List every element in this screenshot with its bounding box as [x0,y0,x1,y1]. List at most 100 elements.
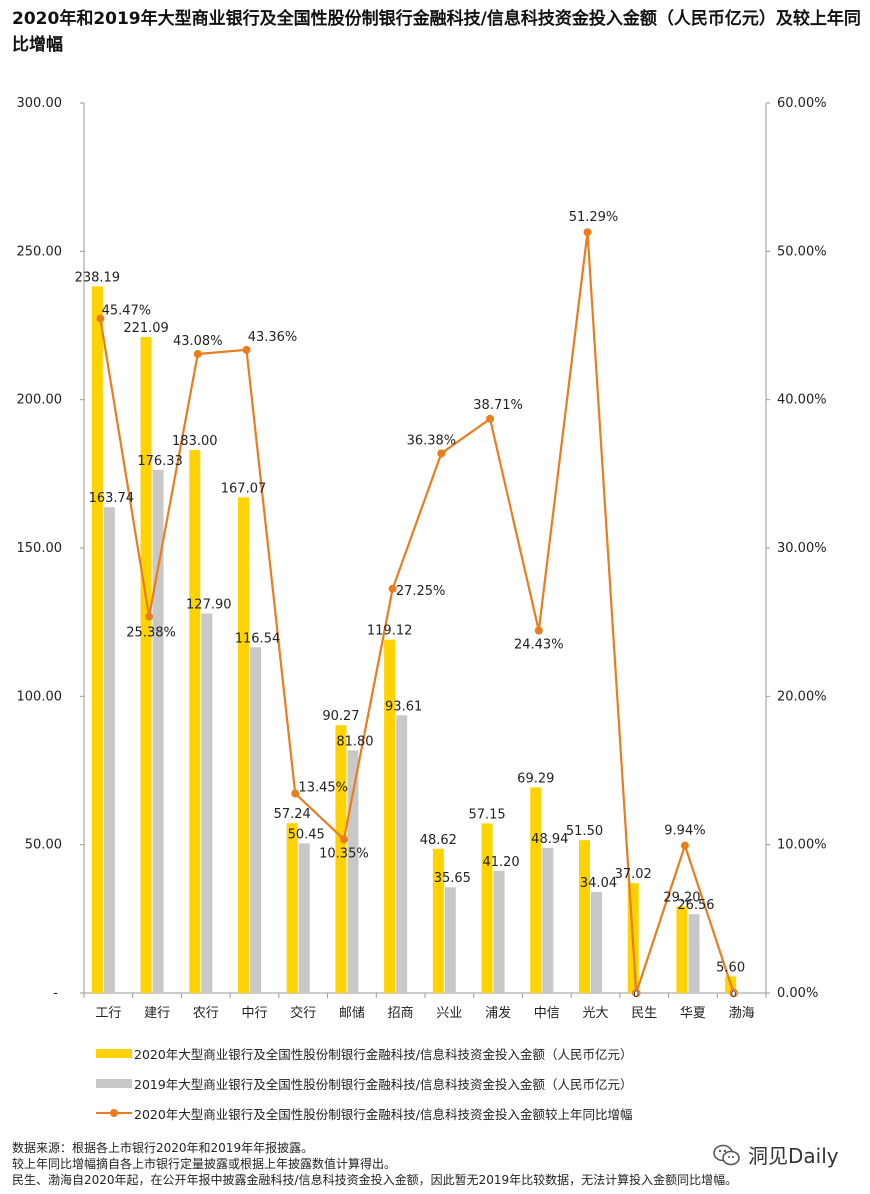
growth-label: 0 [731,990,737,1000]
bar-2019 [201,613,213,993]
bar-2019-label: 127.90 [186,598,232,613]
y-left-tick-label: 300.00 [17,96,63,111]
footnote-missing: 民生、渤海自2020年起，在公开年报中披露金融科技/信息科技资金投入金额，因此暂… [12,1173,738,1187]
bar-2019-label: 41.20 [482,855,519,870]
bar-2020-label: 51.50 [566,824,603,839]
growth-point [583,228,592,237]
watermark-text: 洞见Daily [748,1144,839,1168]
x-tick-label: 中信 [534,1006,560,1021]
x-tick-label: 民生 [631,1006,657,1021]
watermark: 洞见Daily [706,1138,845,1171]
x-tick-label: 光大 [582,1006,608,1021]
y-right-tick-label: 0.00% [777,986,818,1001]
bar-2020 [481,823,493,993]
y-right-tick-label: 10.00% [777,838,827,853]
wechat-icon [713,1144,740,1165]
y-left-tick-label: 100.00 [17,689,63,704]
footnotes: 数据来源：根据各上市银行2020年和2019年年报披露。 较上年同比增幅摘自各上… [12,1140,862,1188]
legend-label-growth: 2020年大型商业银行及全国性股份制银行金融科技/信息科技资金投入金额较上年同比… [134,1106,633,1122]
growth-label: 10.35% [319,846,369,861]
bar-2020 [335,725,347,993]
axes: - 50.00 100.00 150.00 200.00 250.00 300.00 0.00… [17,96,827,1021]
bar-2019-label: 34.04 [580,876,617,891]
bar-2019-label: 48.94 [531,832,568,847]
growth-point [388,584,397,593]
y-left-tick-label: 50.00 [25,838,62,853]
bar-2019 [103,507,115,993]
x-tick-label: 华夏 [680,1006,706,1021]
bar-2019 [152,469,164,993]
growth-label: 45.47% [102,304,152,319]
legend-label-2020: 2020年大型商业银行及全国性股份制银行金融科技/信息科技资金投入金额（人民币亿… [134,1046,633,1062]
legend-item-growth: 2020年大型商业银行及全国性股份制银行金融科技/信息科技资金投入金额较上年同比… [96,1098,633,1128]
bar-2020 [286,823,298,993]
bar-2020-label: 119.12 [367,624,413,639]
bar-2020 [676,906,688,993]
bar-2020-label: 167.07 [221,481,267,496]
growth-point [680,841,689,850]
bar-2020-label: 238.19 [75,270,121,285]
growth-label: 36.38% [407,433,457,448]
bar-2020-label: 48.62 [420,833,457,848]
bar-2019 [542,847,554,993]
y-right-tick-label: 20.00% [777,689,827,704]
bar-2020-label: 221.09 [123,321,169,336]
bar-2019-label: 93.61 [385,699,422,714]
bar-2020 [579,840,590,993]
bar-2020-label: 69.29 [517,771,554,786]
legend-item-2020: 2020年大型商业银行及全国性股份制银行金融科技/信息科技资金投入金额（人民币亿… [96,1038,633,1068]
bar-2020 [238,497,249,993]
growth-point [631,988,641,998]
y-left-tick-label: 250.00 [17,244,63,259]
growth-point [96,314,105,323]
growth-label: 9.94% [664,824,705,839]
footnote-source: 数据来源：根据各上市银行2020年和2019年年报披露。 [12,1141,314,1155]
bar-2019 [298,843,310,993]
bars [91,286,737,994]
legend-label-2019: 2019年大型商业银行及全国性股份制银行金融科技/信息科技资金投入金额（人民币亿… [134,1076,633,1092]
growth-label: 43.36% [248,330,298,345]
bar-2020 [432,848,444,993]
x-tick-label: 招商 [388,1006,414,1021]
bar-2020-label: 5.60 [716,960,745,975]
growth-label: 27.25% [396,584,446,599]
bar-2020 [189,450,201,994]
bar-2019-label: 81.80 [336,734,373,749]
bar-2019-label: 176.33 [137,454,183,469]
growth-point [486,414,495,423]
x-tick-label: 浦发 [485,1005,511,1021]
growth-label: 43.08% [173,334,223,349]
growth-point [193,349,202,358]
x-tick-label: 中行 [241,1006,267,1021]
bar-2019-label: 116.54 [235,631,281,646]
growth-polyline [99,232,735,994]
bar-2020 [530,787,542,993]
page-title: 2020年和2019年大型商业银行及全国性股份制银行金融科技/信息科技资金投入金… [12,9,861,55]
bar-2020-label: 37.02 [615,867,652,882]
bar-2019 [396,715,408,993]
y-left-tick-label: 150.00 [17,541,63,556]
growth-label: 13.45% [298,780,348,795]
growth-point [291,789,300,798]
legend-swatch-2020 [96,1048,132,1058]
growth-label: 51.29% [569,210,619,225]
growth-label: 38.71% [473,398,523,413]
growth-point [534,626,543,635]
y-right-tick-label: 60.00% [777,96,827,111]
bar-2019 [591,892,602,993]
bar-2020 [384,639,396,993]
bar-2019 [444,887,456,993]
bar-2019 [493,870,505,993]
legend: 2020年大型商业银行及全国性股份制银行金融科技/信息科技资金投入金额（人民币亿… [96,1038,633,1128]
bar-line-chart: - 50.00 100.00 150.00 200.00 250.00 300.00 0.00… [17,96,827,1021]
bar-2020 [140,337,152,993]
x-tick-label: 交行 [290,1005,316,1021]
legend-item-2019: 2019年大型商业银行及全国性股份制银行金融科技/信息科技资金投入金额（人民币亿… [96,1068,633,1098]
growth-point [339,835,348,844]
x-tick-label: 渤海 [729,1005,755,1021]
bar-2020-label: 57.24 [274,807,311,822]
x-tick-label: 工行 [95,1006,121,1021]
y-right-tick-label: 30.00% [777,541,827,556]
data-labels: 238.19 163.74 221.09 176.33 183.00 127.90 167.… [75,210,746,1000]
x-tick-label: 建行 [144,1006,170,1021]
